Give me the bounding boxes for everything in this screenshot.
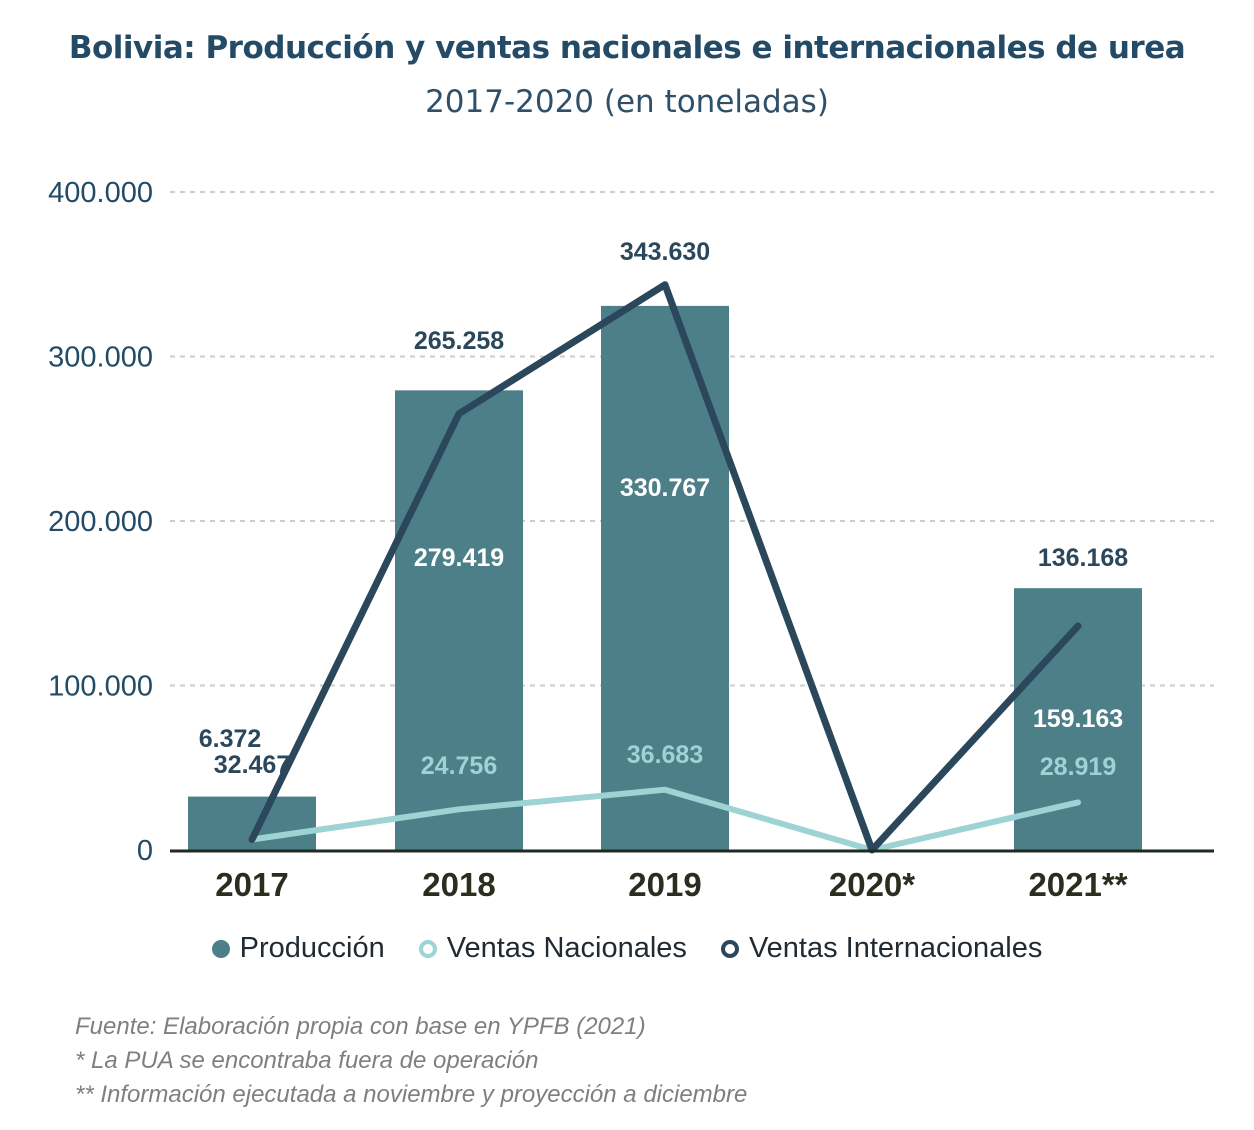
data-label-ventas-internacionales: 136.168 <box>1038 544 1128 572</box>
legend-item-ventas-internacionales: Ventas Internacionales <box>720 932 1043 965</box>
legend-label: Producción <box>239 932 385 964</box>
footnote-2020: * La PUA se encontraba fuera de operació… <box>75 1047 539 1074</box>
line-ventas-internacionales <box>248 281 1082 854</box>
data-label-ventas-nacionales: 36.683 <box>627 741 703 769</box>
data-label-produccion: 32.467 <box>214 751 290 779</box>
y-tick-label: 300.000 <box>48 342 153 374</box>
source-note: Fuente: Elaboración propia con base en Y… <box>75 1013 646 1040</box>
data-label-ventas-nacionales: 24.756 <box>421 752 497 780</box>
data-label-produccion: 330.767 <box>620 474 710 502</box>
bar-produccion <box>395 390 523 850</box>
data-label-ventas-nacionales: 28.919 <box>1040 753 1116 781</box>
data-label-ventas-internacionales: 343.630 <box>620 238 710 266</box>
footnotes: Fuente: Elaboración propia con base en Y… <box>75 1010 747 1112</box>
hollow-circle-icon <box>418 939 437 958</box>
data-label-produccion: 159.163 <box>1033 705 1123 733</box>
data-label-ventas-internacionales: 265.258 <box>414 327 504 355</box>
filled-circle-icon <box>211 939 230 958</box>
legend-label: Ventas Nacionales <box>446 932 687 964</box>
x-tick-label: 2018 <box>422 866 495 903</box>
x-tick-label: 2021** <box>1028 866 1127 903</box>
y-tick-label: 200.000 <box>48 506 153 538</box>
hollow-circle-icon <box>720 939 739 958</box>
data-label-ventas-nacionales: 6.372 <box>199 725 262 753</box>
data-labels: 32.467 279.419 330.767 159.163 6.372 24.756 36… <box>199 238 1129 781</box>
x-tick-label: 2019 <box>628 866 701 903</box>
y-tick-label: 400.000 <box>48 177 153 209</box>
legend-item-ventas-nacionales: Ventas Nacionales <box>418 932 687 965</box>
line-ventas-nacionales <box>249 786 1081 853</box>
legend-item-produccion: Producción <box>211 932 385 965</box>
legend: Producción Ventas Nacionales Ventas Inte… <box>0 932 1254 965</box>
y-tick-label: 100.000 <box>48 671 153 703</box>
chart-subtitle: 2017-2020 (en toneladas) <box>425 84 829 120</box>
sales-lines <box>248 281 1082 854</box>
legend-label: Ventas Internacionales <box>748 932 1043 964</box>
data-label-produccion: 279.419 <box>414 544 504 572</box>
y-tick-label: 0 <box>137 835 153 867</box>
axes: 0 100.000 200.000 300.000 400.000 2017 2018 201… <box>48 177 1214 903</box>
chart-title: Bolivia: Producción y ventas nacionales … <box>68 30 1186 66</box>
x-tick-label: 2020* <box>829 866 915 903</box>
bar-produccion <box>1014 588 1142 850</box>
x-tick-label: 2017 <box>215 866 288 903</box>
footnote-2021: ** Información ejecutada a noviembre y p… <box>75 1081 748 1108</box>
